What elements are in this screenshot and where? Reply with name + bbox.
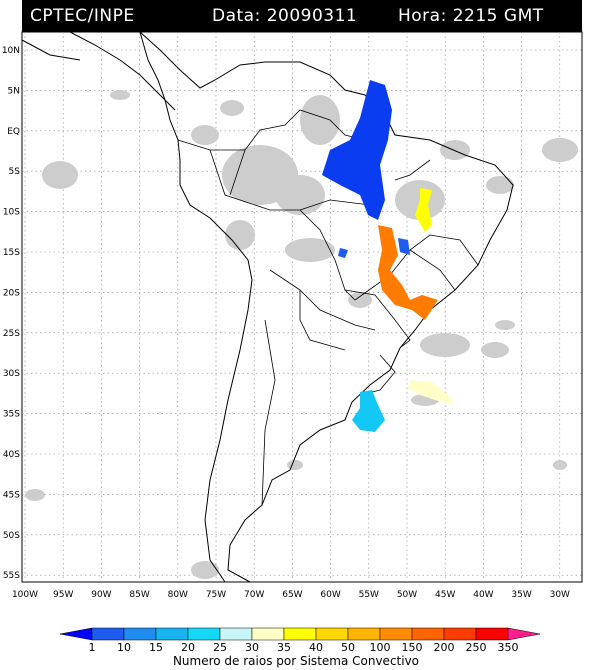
lat-label: 10N <box>2 46 20 56</box>
south-america-coastline <box>139 30 514 583</box>
colorbar-tick-label: 100 <box>370 641 391 654</box>
central-america-coastline <box>21 31 176 111</box>
lon-label: 100W <box>12 590 38 600</box>
lon-label: 55W <box>359 590 379 600</box>
colorbar-tick-label: 200 <box>434 641 455 654</box>
lat-label: 35S <box>3 410 20 420</box>
colorbar-tick-label: 35 <box>277 641 291 654</box>
lat-label: 55S <box>3 571 20 581</box>
colorbar-swatch <box>155 627 189 641</box>
longitude-labels: 100W 95W 90W 85W 80W 75W 70W 65W 60W 55W 50W 45W 40W… <box>12 590 570 600</box>
lat-label: 20S <box>3 288 20 298</box>
cell-yellow <box>415 188 432 232</box>
lat-label: 5S <box>9 167 21 177</box>
cell-blue-north <box>322 80 392 220</box>
lat-label: 5N <box>8 86 20 96</box>
map-header: CPTEC/INPE Data: 20090311 Hora: 2215 GMT <box>22 0 582 32</box>
colorbar-tick-label: 350 <box>498 641 519 654</box>
colorbar-swatch <box>507 627 541 641</box>
colorbar-tick-label: 150 <box>402 641 423 654</box>
colorbar-tick-label: 10 <box>117 641 131 654</box>
cell-blue-dot <box>338 248 348 258</box>
cell-orange <box>378 225 438 320</box>
colorbar-title: Numero de raios por Sistema Convectivo <box>173 654 419 668</box>
colorbar: 1 10 15 20 25 30 35 40 50 100 150 200 250 350 <box>59 627 541 654</box>
colorbar-swatch <box>475 627 509 641</box>
lon-label: 95W <box>53 590 73 600</box>
country-borders <box>177 109 479 506</box>
cloud-cover <box>25 90 578 579</box>
colorbar-tick-label: 30 <box>245 641 259 654</box>
lon-label: 60W <box>320 590 340 600</box>
lon-label: 90W <box>91 590 111 600</box>
colorbar-swatch <box>219 627 253 641</box>
lon-label: 30W <box>550 590 570 600</box>
lon-label: 75W <box>206 590 226 600</box>
colorbar-swatch <box>283 627 317 641</box>
colorbar-swatch <box>123 627 157 641</box>
source-label: CPTEC/INPE <box>30 6 135 26</box>
colorbar-swatch <box>379 627 413 641</box>
lon-label: 50W <box>397 590 417 600</box>
colorbar-swatch <box>347 627 381 641</box>
colorbar-swatch <box>443 627 477 641</box>
cell-blue-small <box>398 238 410 255</box>
colorbar-tick-label: 25 <box>213 641 227 654</box>
lon-label: 85W <box>129 590 149 600</box>
colorbar-tick-label: 20 <box>181 641 195 654</box>
time-label: Hora: 2215 GMT <box>398 6 544 26</box>
lon-label: 45W <box>435 590 455 600</box>
lat-label: 30S <box>3 369 20 379</box>
lat-label: 45S <box>3 490 20 500</box>
lat-label: 15S <box>3 248 20 258</box>
lon-label: 35W <box>511 590 531 600</box>
lon-label: 70W <box>244 590 264 600</box>
lat-label: 25S <box>3 329 20 339</box>
lon-label: 40W <box>473 590 493 600</box>
date-label: Data: 20090311 <box>212 6 358 26</box>
latitude-labels: 10N 5N EQ 5S 10S 15S 20S 25S 30S 35S 40S 45S 50S 55S <box>2 46 20 581</box>
lon-label: 65W <box>282 590 302 600</box>
convective-systems <box>322 80 455 432</box>
lat-label: 10S <box>3 208 20 218</box>
colorbar-tick-label: 50 <box>341 641 355 654</box>
colorbar-tick-label: 250 <box>466 641 487 654</box>
lat-label: EQ <box>7 127 20 137</box>
lat-label: 50S <box>3 531 20 541</box>
colorbar-swatch <box>187 627 221 641</box>
colorbar-tick-label: 15 <box>149 641 163 654</box>
colorbar-swatch <box>411 627 445 641</box>
colorbar-swatch <box>315 627 349 641</box>
colorbar-tick-label: 1 <box>89 641 96 654</box>
colorbar-swatch <box>91 627 125 641</box>
colorbar-tick-label: 40 <box>309 641 323 654</box>
lat-label: 40S <box>3 450 20 460</box>
colorbar-swatch <box>59 627 93 641</box>
cell-pale-yellow <box>408 380 455 405</box>
colorbar-swatch <box>251 627 285 641</box>
lon-label: 80W <box>168 590 188 600</box>
cell-cyan <box>352 390 385 432</box>
